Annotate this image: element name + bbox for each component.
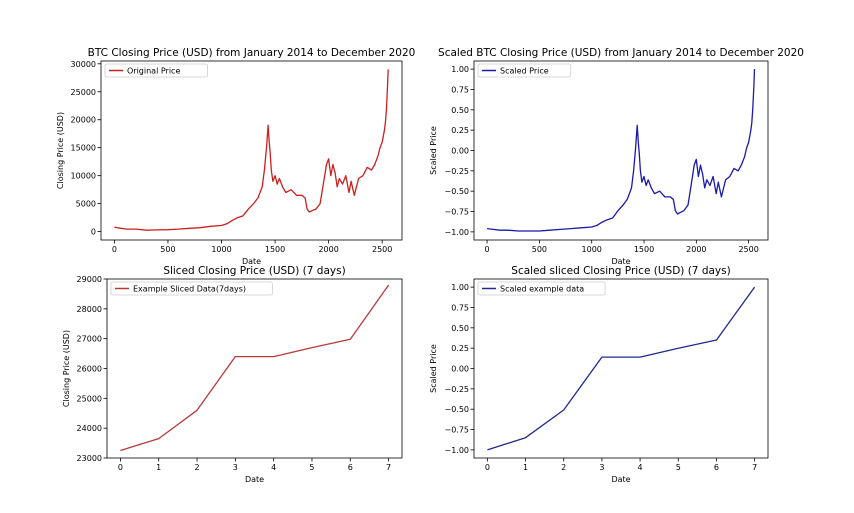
y-tick-label: −0.25: [444, 385, 469, 394]
chart-panel-2: Scaled BTC Closing Price (USD) from Janu…: [429, 47, 804, 266]
x-tick-label: 0: [118, 463, 123, 472]
y-tick-label: 27000: [77, 335, 102, 344]
y-tick-label: 0.25: [451, 126, 469, 135]
y-axis-label: Closing Price (USD): [62, 330, 71, 407]
y-tick-label: 1.00: [451, 283, 469, 292]
x-tick-label: 0: [485, 245, 490, 254]
y-tick-label: 28000: [77, 305, 102, 314]
y-tick-label: 0.00: [451, 147, 469, 156]
y-tick-label: 0.50: [451, 324, 469, 333]
y-tick-label: 30000: [71, 60, 96, 69]
x-tick-label: 1000: [582, 245, 602, 254]
y-tick-label: 0.25: [451, 344, 469, 353]
x-axis-label: Date: [242, 257, 261, 266]
x-tick-label: 500: [532, 245, 547, 254]
series-line-1: [120, 284, 390, 452]
y-tick-label: 23000: [77, 454, 102, 463]
x-tick-label: 1000: [211, 245, 231, 254]
y-tick-label: −1.00: [444, 446, 469, 455]
x-tick-label: 7: [386, 463, 391, 472]
x-tick-label: 0: [485, 463, 490, 472]
legend-box: [477, 281, 606, 296]
y-tick-label: 10000: [71, 172, 96, 181]
y-tick-label: 5000: [76, 200, 96, 209]
x-tick-label: 2000: [686, 245, 706, 254]
y-tick-label: −0.75: [444, 208, 469, 217]
y-tick-label: 29000: [77, 275, 102, 284]
plot-frame: [473, 278, 769, 459]
legend-label: Original Price: [127, 67, 180, 76]
chart-title: Sliced Closing Price (USD) (7 days): [163, 265, 345, 277]
x-tick-label: 2500: [738, 245, 758, 254]
x-tick-label: 1: [523, 463, 528, 472]
y-tick-label: 20000: [71, 116, 96, 125]
x-axis-label: Date: [611, 475, 630, 484]
y-tick-label: 0.00: [451, 365, 469, 374]
x-tick-label: 1: [156, 463, 161, 472]
x-tick-label: 6: [714, 463, 719, 472]
y-tick-label: 25000: [71, 88, 96, 97]
y-tick-label: 0.75: [451, 303, 469, 312]
y-tick-label: 26000: [77, 365, 102, 374]
x-tick-label: 1500: [634, 245, 654, 254]
legend-box: [104, 63, 208, 78]
y-tick-label: 0.50: [451, 106, 469, 115]
y-tick-label: 24000: [77, 424, 102, 433]
y-tick-label: 0: [91, 228, 96, 237]
chart-panel-4: Scaled sliced Closing Price (USD) (7 day…: [429, 265, 769, 484]
y-tick-label: 25000: [77, 394, 102, 403]
plot-frame: [100, 60, 403, 241]
chart-panel-3: Sliced Closing Price (USD) (7 days) 0 1 2 3 4…: [62, 265, 403, 484]
x-axis-label: Date: [611, 257, 630, 266]
y-tick-label: −0.50: [444, 187, 469, 196]
legend-label: Example Sliced Data(7days): [133, 285, 246, 294]
y-tick-label: −0.25: [444, 167, 469, 176]
chart-title: Scaled BTC Closing Price (USD) from Janu…: [438, 47, 804, 59]
plot-frame: [473, 60, 769, 241]
x-tick-label: 3: [233, 463, 238, 472]
x-tick-label: 0: [112, 245, 117, 254]
y-tick-label: −0.50: [444, 405, 469, 414]
chart-title: BTC Closing Price (USD) from January 201…: [88, 47, 416, 59]
y-tick-label: −0.75: [444, 426, 469, 435]
y-axis-label: Closing Price (USD): [56, 112, 65, 189]
x-tick-label: 2000: [318, 245, 338, 254]
x-tick-label: 6: [348, 463, 353, 472]
x-tick-label: 2: [561, 463, 566, 472]
y-tick-label: 1.00: [451, 65, 469, 74]
x-tick-label: 7: [752, 463, 757, 472]
x-tick-label: 4: [638, 463, 643, 472]
x-tick-label: 500: [160, 245, 175, 254]
series-line-1: [114, 69, 389, 231]
x-axis-label: Date: [245, 475, 264, 484]
legend-label: Scaled Price: [500, 67, 549, 76]
y-axis-label: Scaled Price: [429, 126, 438, 175]
y-tick-label: 0.75: [451, 85, 469, 94]
x-tick-label: 3: [599, 463, 604, 472]
x-tick-label: 4: [271, 463, 276, 472]
series-line-1: [487, 286, 756, 451]
x-tick-label: 5: [309, 463, 314, 472]
x-tick-label: 1500: [265, 245, 285, 254]
x-tick-label: 2: [194, 463, 199, 472]
legend-box: [110, 281, 273, 296]
y-tick-label: 15000: [71, 144, 96, 153]
x-tick-label: 5: [676, 463, 681, 472]
x-tick-label: 2500: [372, 245, 392, 254]
chart-panel-1: BTC Closing Price (USD) from January 201…: [56, 47, 415, 266]
y-axis-label: Scaled Price: [429, 344, 438, 393]
y-tick-label: −1.00: [444, 228, 469, 237]
chart-title: Scaled sliced Closing Price (USD) (7 day…: [511, 265, 730, 277]
plot-frame: [106, 278, 403, 459]
series-line-1: [487, 69, 756, 232]
legend-label: Scaled example data: [500, 285, 584, 294]
legend-box: [477, 63, 572, 78]
